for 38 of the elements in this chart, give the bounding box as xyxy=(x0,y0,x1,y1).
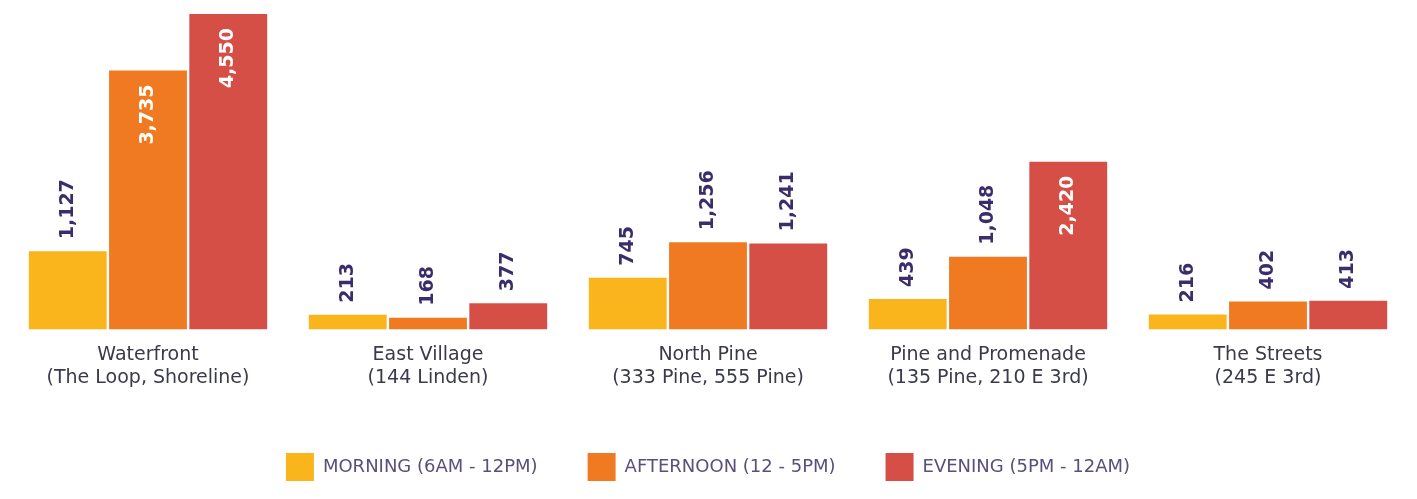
x-tick-label: North Pine (333 Pine, 555 Pine) xyxy=(612,341,804,387)
bar xyxy=(1148,314,1227,330)
bar xyxy=(1309,300,1388,330)
legend-label: EVENING (5PM - 12AM) xyxy=(922,454,1131,476)
bar xyxy=(189,14,268,330)
data-label: 1,256 xyxy=(694,170,717,231)
data-label: 1,241 xyxy=(775,171,798,232)
data-label: 1,048 xyxy=(974,184,997,245)
bar xyxy=(1229,301,1307,330)
data-label: 377 xyxy=(495,251,518,292)
bar xyxy=(308,314,387,330)
data-label: 745 xyxy=(614,226,637,266)
bar xyxy=(469,303,548,330)
bar xyxy=(28,251,107,330)
data-label: 216 xyxy=(1174,262,1197,303)
bar xyxy=(1029,161,1108,330)
data-label: 2,420 xyxy=(1055,175,1078,236)
bar xyxy=(949,256,1027,330)
bar xyxy=(588,277,667,330)
data-label: 402 xyxy=(1254,249,1277,290)
x-tick-label: East Village (144 Linden) xyxy=(367,341,489,387)
data-label: 3,735 xyxy=(134,84,157,145)
legend-label: MORNING (6AM - 12PM) xyxy=(322,454,538,476)
data-label: 439 xyxy=(894,247,917,287)
data-label: 168 xyxy=(414,266,437,306)
data-label: 4,550 xyxy=(215,28,238,89)
x-tick-label: The Streets (245 E 3rd) xyxy=(1212,341,1323,387)
x-tick-label: Pine and Promenade (135 Pine, 210 E 3rd) xyxy=(887,341,1089,387)
bar xyxy=(389,317,467,330)
bar xyxy=(749,243,828,330)
legend-label: AFTERNOON (12 - 5PM) xyxy=(624,454,836,476)
data-label: 213 xyxy=(334,262,357,303)
bar xyxy=(669,242,747,330)
data-label: 413 xyxy=(1335,249,1358,289)
bar xyxy=(109,70,187,330)
x-tick-label: Waterfront (The Loop, Shoreline) xyxy=(46,341,250,387)
data-label: 1,127 xyxy=(54,179,77,240)
bar xyxy=(868,298,947,330)
